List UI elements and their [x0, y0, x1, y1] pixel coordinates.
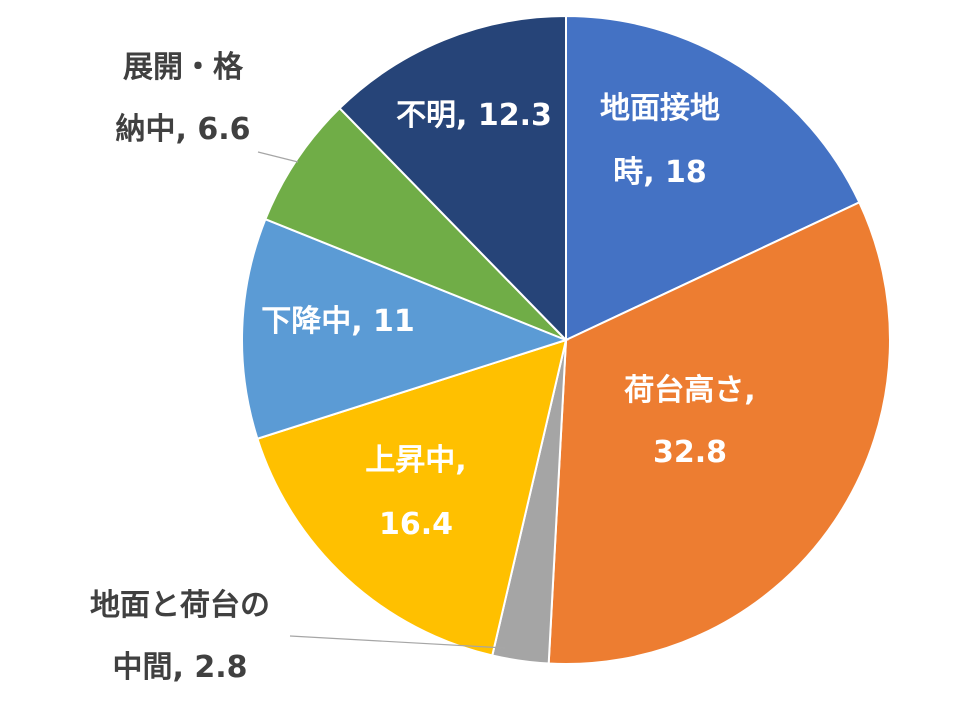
data-label-2: 荷台高さ, 32.8: [624, 373, 755, 470]
data-label-6-line-1: 展開・格: [123, 50, 244, 85]
data-label-3: 地面と荷台の中間, 2.8: [90, 588, 270, 685]
data-label-3-line-2: 中間, 2.8: [113, 650, 248, 685]
data-labels: 地面接地時, 18 荷台高さ, 32.8 地面と荷台の中間, 2.8 上昇中, 16.4 下…: [90, 50, 756, 685]
pie-slice-7: [338, 14, 567, 343]
leader-line-6: [257, 151, 299, 163]
pie-slice-2: [547, 201, 891, 665]
data-label-1-line-2: 時, 18: [613, 155, 707, 190]
data-label-2-line-1: 荷台高さ,: [624, 373, 755, 408]
pie-slice-6: [264, 106, 567, 341]
data-label-5: 下降中, 11: [261, 304, 415, 339]
pie-slices: [241, 14, 891, 665]
data-label-2-line-2: 32.8: [653, 435, 727, 470]
data-label-4-line-1: 上昇中,: [365, 443, 466, 478]
data-label-5-line-1: 下降中, 11: [261, 304, 415, 339]
data-label-3-line-1: 地面と荷台の: [90, 588, 270, 623]
pie-slice-5: [241, 217, 569, 441]
data-label-7-line-1: 不明, 12.3: [396, 98, 552, 133]
leader-lines: [257, 151, 506, 649]
data-label-7: 不明, 12.3: [396, 98, 552, 133]
data-label-4-line-2: 16.4: [379, 507, 453, 542]
data-label-4: 上昇中, 16.4: [365, 443, 466, 542]
pie-slice-1: [565, 14, 861, 342]
data-label-6-line-2: 納中, 6.6: [116, 112, 251, 147]
data-label-1: 地面接地時, 18: [600, 91, 720, 190]
leader-line-3: [289, 635, 506, 649]
data-label-1-line-1: 地面接地: [600, 91, 720, 126]
data-label-6: 展開・格納中, 6.6: [116, 50, 251, 147]
